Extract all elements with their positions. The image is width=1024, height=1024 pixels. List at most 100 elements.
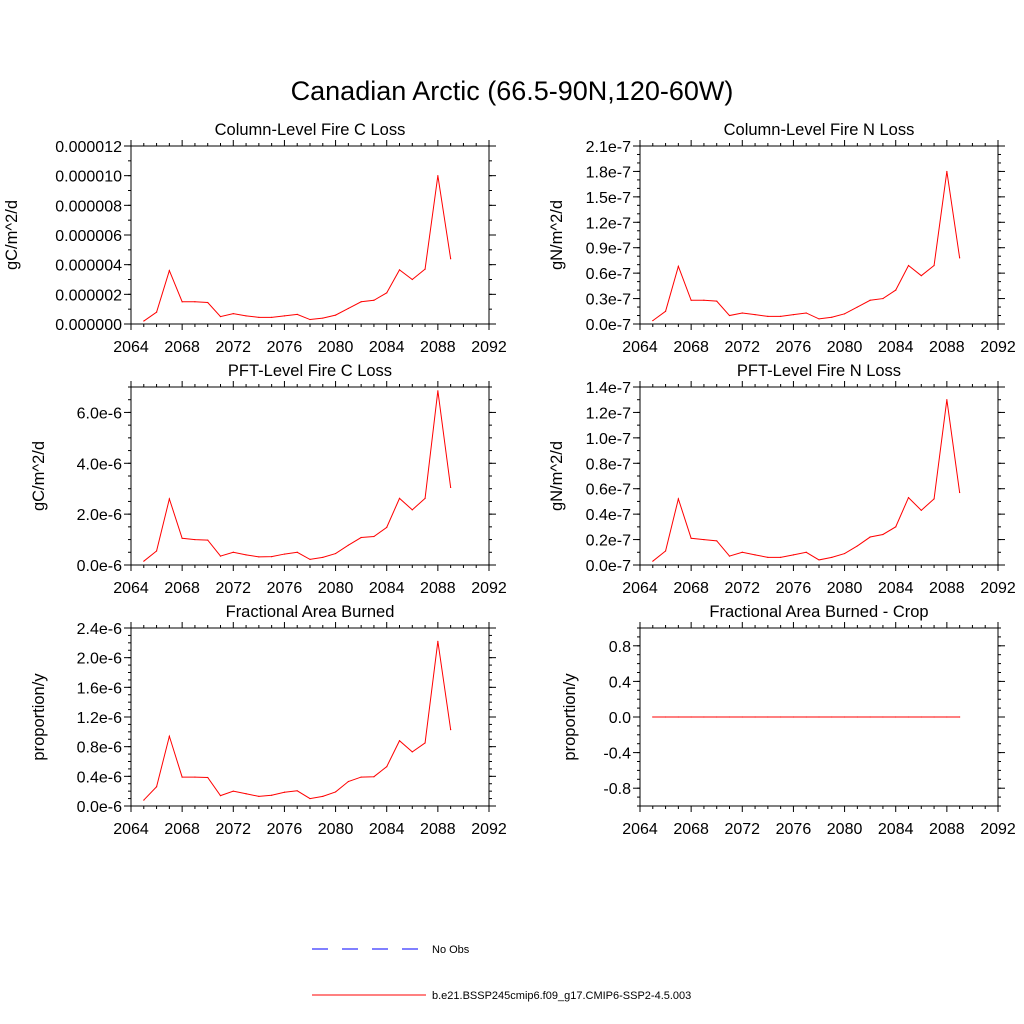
x-tick-label: 2064 xyxy=(113,580,149,597)
x-tick-label: 2064 xyxy=(622,339,658,356)
data-point xyxy=(716,716,718,718)
x-tick-label: 2080 xyxy=(318,821,354,838)
x-tick-label: 2088 xyxy=(420,580,456,597)
panel-title: Fractional Area Burned xyxy=(226,603,395,621)
data-point xyxy=(677,716,679,718)
data-point xyxy=(322,795,324,797)
data-point xyxy=(946,399,948,401)
y-tick-label: 0.8e-6 xyxy=(77,740,122,757)
data-point xyxy=(437,175,439,177)
data-point xyxy=(168,270,170,272)
data-point xyxy=(232,790,234,792)
data-point xyxy=(411,278,413,281)
y-tick-label: 0.000004 xyxy=(55,258,122,275)
data-point xyxy=(690,537,692,539)
data-point xyxy=(283,791,286,793)
panel-title: Column-Level Fire C Loss xyxy=(215,121,406,139)
data-point xyxy=(728,716,731,718)
y-tick-label: 0.0 xyxy=(609,710,631,727)
y-tick-label: -0.4 xyxy=(603,746,631,763)
data-point xyxy=(245,793,247,795)
data-point xyxy=(424,268,426,270)
data-point xyxy=(933,264,935,267)
x-tick-label: 2092 xyxy=(471,821,507,838)
x-tick-label: 2092 xyxy=(980,339,1016,356)
data-point xyxy=(933,716,935,718)
x-tick-label: 2072 xyxy=(724,580,760,597)
data-point xyxy=(805,551,807,553)
x-tick-label: 2088 xyxy=(929,821,965,838)
y-tick-label: 0.8 xyxy=(609,639,631,656)
data-point xyxy=(398,269,401,271)
data-point xyxy=(767,315,769,317)
data-point xyxy=(792,554,795,556)
panel-5: Fractional Area Burned proportion/y 2064 20… xyxy=(30,603,507,838)
data-point xyxy=(271,556,273,558)
data-point xyxy=(271,794,273,796)
data-point xyxy=(143,799,145,801)
y-tick-label: 0.000000 xyxy=(55,317,122,334)
y-tick-label: 0.4e-7 xyxy=(586,507,631,524)
data-point xyxy=(805,312,807,314)
x-tick-label: 2064 xyxy=(113,821,149,838)
data-point xyxy=(143,320,145,322)
data-point xyxy=(258,556,260,558)
data-point xyxy=(424,497,426,499)
y-tick-label: 0.9e-7 xyxy=(586,241,631,258)
data-point xyxy=(780,315,782,317)
x-tick-label: 2080 xyxy=(318,339,354,356)
x-tick-label: 2080 xyxy=(827,821,863,838)
series-line-model xyxy=(652,399,961,562)
x-tick-label: 2092 xyxy=(471,339,507,356)
y-tick-label: 0.0e-7 xyxy=(586,317,631,334)
data-point xyxy=(882,716,884,718)
x-tick-label: 2076 xyxy=(267,821,303,838)
x-tick-label: 2092 xyxy=(471,580,507,597)
figure-title: Canadian Arctic (66.5-90N,120-60W) xyxy=(291,76,734,106)
panel-2: Column-Level Fire N Loss gN/m^2/d 2064 2068… xyxy=(548,121,1016,356)
data-point xyxy=(869,536,871,538)
y-axis-label: proportion/y xyxy=(561,673,579,761)
data-point xyxy=(194,538,196,541)
y-tick-label: 1.4e-7 xyxy=(586,380,631,397)
y-tick-label: 1.2e-7 xyxy=(586,405,631,422)
data-point xyxy=(155,311,158,313)
data-point xyxy=(920,509,922,511)
data-point xyxy=(309,558,311,561)
series-line-model xyxy=(652,171,961,322)
data-point xyxy=(805,716,807,718)
data-point xyxy=(652,320,654,322)
y-axis-label: gN/m^2/d xyxy=(548,441,566,511)
x-tick-label: 2076 xyxy=(776,821,812,838)
x-tick-label: 2088 xyxy=(929,580,965,597)
data-point xyxy=(424,742,426,744)
data-point xyxy=(437,640,439,642)
data-point xyxy=(347,307,349,310)
data-point xyxy=(741,551,743,553)
data-point xyxy=(322,556,324,558)
data-point xyxy=(347,544,349,546)
x-tick-label: 2080 xyxy=(827,339,863,356)
legend-label-no-obs: No Obs xyxy=(432,944,470,956)
data-point xyxy=(309,797,311,800)
y-tick-label: 0.4e-6 xyxy=(77,769,122,786)
data-point xyxy=(398,740,401,742)
data-point xyxy=(334,314,337,316)
data-point xyxy=(856,306,858,308)
data-point xyxy=(856,716,858,718)
x-tick-label: 2064 xyxy=(113,339,149,356)
x-tick-label: 2068 xyxy=(673,821,709,838)
data-point xyxy=(831,316,833,318)
y-tick-label: 0.000006 xyxy=(55,228,122,245)
y-tick-label: 4.0e-6 xyxy=(77,456,122,473)
data-point xyxy=(207,539,209,541)
panel-title: Column-Level Fire N Loss xyxy=(724,121,915,139)
data-point xyxy=(869,299,871,301)
data-point xyxy=(411,751,413,753)
x-tick-label: 2084 xyxy=(369,339,405,356)
data-point xyxy=(716,300,718,302)
y-tick-label: 0.0e-6 xyxy=(77,558,122,575)
data-point xyxy=(703,716,705,718)
panel-title: Fractional Area Burned - Crop xyxy=(709,603,928,621)
legend-label-model: b.e21.BSSP245cmip6.f09_g17.CMIP6-SSP2-4.… xyxy=(432,990,691,1002)
